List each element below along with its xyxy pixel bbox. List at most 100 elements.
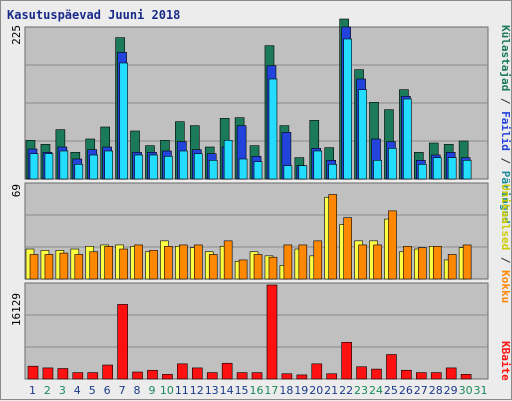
- x-tick-label-23: 23: [354, 384, 368, 397]
- x-tick-label-4: 4: [74, 384, 81, 397]
- bar-kbaite-1: [27, 365, 39, 380]
- bar-kbaite-15: [236, 372, 248, 380]
- bar-kbaite-20: [311, 363, 323, 380]
- bar-top-failid-1: [29, 153, 39, 180]
- bar-top-failid-16: [253, 161, 263, 180]
- bar-kbaite-30: [460, 374, 472, 380]
- bar-top-failid-27: [418, 164, 427, 180]
- legend-kbaite: KBaite: [499, 341, 512, 381]
- bar-mid-kokku-4: [74, 254, 84, 280]
- bar-top-failid-6: [104, 150, 113, 180]
- panel-2-bg: [24, 282, 489, 380]
- bar-mid-kokku-21: [328, 194, 338, 280]
- x-tick-label-11: 11: [175, 384, 189, 397]
- legend-separator: /: [499, 250, 512, 270]
- bar-mid-kokku-16: [253, 254, 263, 280]
- bar-kbaite-7: [117, 304, 128, 380]
- bar-top-failid-21: [328, 164, 338, 180]
- x-tick-label-20: 20: [309, 384, 323, 397]
- bar-top-failid-15: [238, 158, 248, 180]
- bar-kbaite-24: [371, 368, 382, 380]
- bar-kbaite-10: [162, 374, 173, 380]
- x-tick-label-19: 19: [294, 384, 308, 397]
- x-tick-label-27: 27: [414, 384, 428, 397]
- bar-top-failid-29: [447, 157, 457, 180]
- x-tick-label-14: 14: [220, 384, 234, 397]
- bar-top-failid-26: [403, 98, 412, 180]
- x-axis-ticks: 1 2 3 4 5 6 7 8 9 10 11 12 13 14 15 16 17 18 19 20 21 22 23 24 2…: [29, 384, 488, 397]
- bar-kbaite-26: [401, 369, 412, 380]
- bar-kbaite-8: [132, 371, 143, 380]
- x-tick-label-25: 25: [384, 384, 398, 397]
- right-legend-bottom: KBaite: [499, 341, 512, 381]
- bar-top-failid-7: [119, 62, 128, 180]
- bar-mid-kokku-2: [44, 254, 54, 280]
- bar-kbaite-14: [221, 362, 233, 380]
- x-tick-label-13: 13: [205, 384, 219, 397]
- bar-top-failid-18: [283, 165, 293, 180]
- bar-kbaite-17: [266, 284, 278, 380]
- x-tick-label-6: 6: [104, 384, 111, 397]
- panels-background: [24, 26, 489, 380]
- bar-kbaite-6: [102, 364, 113, 380]
- bar-top-failid-24: [373, 160, 382, 180]
- bar-kbaite-11: [177, 363, 188, 380]
- chart-title: Kasutuspäevad Juuni 2018: [7, 8, 180, 22]
- bar-mid-kokku-30: [462, 244, 472, 280]
- x-tick-label-26: 26: [399, 384, 413, 397]
- bar-mid-kokku-6: [104, 246, 113, 280]
- bar-mid-kokku-28: [432, 246, 442, 280]
- bar-mid-kokku-27: [418, 247, 427, 280]
- bar-top-failid-2: [44, 153, 54, 180]
- bar-top-failid-13: [208, 160, 218, 180]
- bar-mid-kokku-23: [358, 244, 367, 280]
- bar-top-failid-4: [74, 164, 84, 180]
- x-tick-label-18: 18: [279, 384, 293, 397]
- bottom-panel-ymax-label: 16129: [10, 293, 23, 326]
- x-tick-label-2: 2: [44, 384, 51, 397]
- bar-top-failid-19: [298, 165, 308, 180]
- bar-mid-kokku-11: [179, 244, 188, 280]
- bar-kbaite-12: [191, 367, 203, 380]
- right-legend-mid: Unikaalsed / Kokku: [499, 184, 512, 303]
- bar-top-failid-14: [223, 140, 233, 180]
- bar-top-failid-17: [268, 78, 278, 180]
- bar-kbaite-25: [386, 354, 397, 380]
- bar-top-failid-11: [179, 150, 188, 180]
- bar-top-failid-30: [462, 160, 472, 180]
- x-tick-label-16: 16: [250, 384, 264, 397]
- x-tick-label-3: 3: [59, 384, 66, 397]
- bar-mid-kokku-17: [268, 256, 278, 280]
- legend-separator: /: [499, 151, 512, 171]
- bar-top-failid-8: [134, 154, 143, 180]
- bar-kbaite-27: [416, 372, 427, 380]
- bar-mid-kokku-26: [403, 246, 412, 280]
- x-tick-label-22: 22: [339, 384, 353, 397]
- bar-kbaite-3: [57, 368, 69, 380]
- x-tick-label-1: 1: [29, 384, 36, 397]
- bar-mid-kokku-18: [283, 244, 293, 280]
- bar-top-failid-9: [149, 154, 158, 180]
- bar-mid-kokku-1: [29, 254, 39, 280]
- x-tick-label-15: 15: [235, 384, 249, 397]
- legend-kokku: Kokku: [499, 270, 512, 303]
- bar-top-failid-28: [432, 157, 442, 180]
- bar-top-failid-10: [164, 156, 173, 180]
- bar-mid-kokku-14: [223, 240, 233, 280]
- bar-kbaite-23: [356, 366, 367, 380]
- bar-kbaite-16: [251, 372, 263, 380]
- bar-mid-kokku-9: [149, 250, 158, 280]
- bar-top-failid-23: [358, 89, 367, 180]
- bar-mid-kokku-10: [164, 246, 173, 280]
- legend-unikaalsed: Unikaalsed: [499, 184, 512, 250]
- bar-mid-kokku-20: [313, 240, 323, 280]
- bar-kbaite-28: [430, 372, 442, 380]
- bar-mid-kokku-29: [447, 254, 457, 280]
- bar-kbaite-21: [326, 373, 338, 380]
- x-tick-label-21: 21: [324, 384, 338, 397]
- bar-kbaite-19: [296, 374, 308, 380]
- x-tick-label-10: 10: [160, 384, 174, 397]
- bar-mid-kokku-19: [298, 244, 308, 280]
